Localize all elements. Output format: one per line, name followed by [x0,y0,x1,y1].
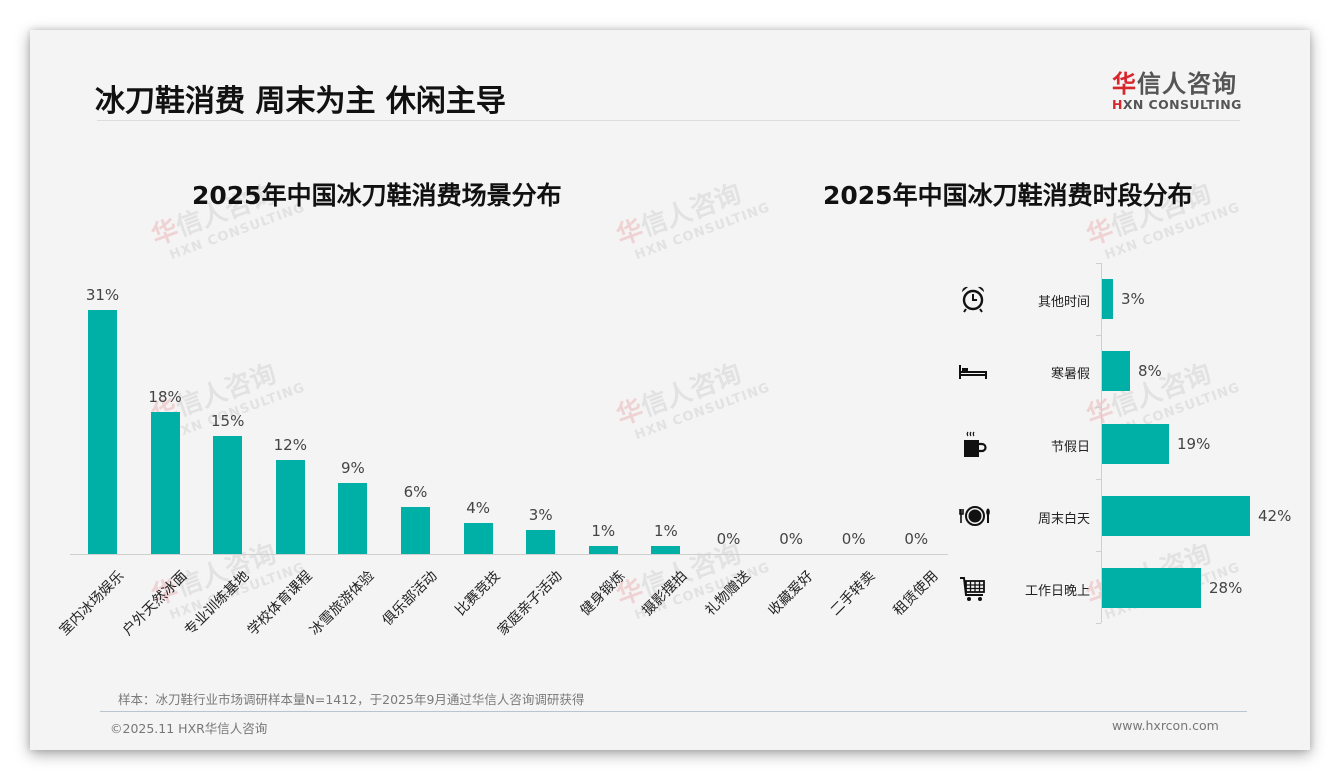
title-divider [97,120,1240,121]
y-axis-tick [1096,407,1101,408]
y-axis-tick [1096,335,1101,336]
bar-value-label: 28% [1209,579,1243,597]
bar [213,436,243,554]
bar-value-label: 1% [591,522,616,540]
watermark-cn-first: 华 [1082,214,1118,252]
page-title: 冰刀鞋消费 周末为主 休闲主导 [95,84,506,119]
watermark-cn: 华信人咨询 [611,165,768,252]
bar-value-label: 3% [528,506,553,524]
brand-logo: 华信人咨询 HXN CONSULTING [1112,64,1252,112]
bar-value-label: 15% [211,412,245,430]
bar [1102,496,1250,536]
period-chart-title: 2025年中国冰刀鞋消费时段分布 [823,181,1193,210]
x-tick-label: 二手转卖 [827,568,879,620]
bar-value-label: 9% [340,459,365,477]
footer-divider [100,711,1247,712]
bar-value-label: 0% [779,530,803,548]
logo-en-first: H [1112,97,1123,112]
scene-chart-title: 2025年中国冰刀鞋消费场景分布 [192,181,562,210]
bar [401,507,430,554]
y-tick-label: 周末白天 [1037,512,1090,527]
bar [463,523,493,554]
y-axis-tick [1096,479,1101,480]
y-axis-line [1101,263,1102,623]
logo-cn: 华信人咨询 [1112,64,1252,99]
shopping-cart-icon [958,573,988,603]
x-tick-label: 室内冰场娱乐 [56,568,128,639]
logo-en: HXN CONSULTING [1112,97,1252,112]
bar-value-label: 42% [1258,507,1292,525]
x-tick-label: 健身锻炼 [577,568,629,620]
x-tick-label: 户外天然冰面 [119,568,191,639]
y-axis-tick [1096,551,1101,552]
logo-cn-rest: 信人咨询 [1137,70,1237,98]
bar [1102,351,1130,391]
copyright-text: ©2025.11 HXR华信人咨询 [110,721,268,736]
watermark-cn-first: 华 [147,214,183,252]
bar [1102,279,1113,319]
logo-cn-first: 华 [1112,70,1137,98]
y-tick-label: 寒暑假 [1050,367,1090,382]
bar [1102,568,1201,608]
y-axis-tick [1096,263,1101,264]
x-tick-label: 收藏爱好 [765,568,817,620]
watermark-en: HXN CONSULTING [632,380,773,444]
bar-value-label: 4% [466,499,490,517]
bar-value-label: 0% [716,530,741,548]
bar [526,530,556,554]
watermark-cn-first: 华 [612,214,648,252]
watermark-cn-first: 华 [612,394,648,432]
x-tick-label: 俱乐部活动 [379,568,441,629]
bar [150,412,180,554]
slide-card: 冰刀鞋消费 周末为主 休闲主导 华信人咨询 HXN CONSULTING 华信人… [30,30,1310,750]
x-tick-label: 礼物赠送 [702,568,754,620]
y-tick-label: 节假日 [1050,440,1090,455]
bar-value-label: 3% [1121,290,1145,308]
alarm-clock-icon [958,284,988,314]
x-tick-label: 家庭亲子活动 [494,568,566,639]
bar [338,483,368,554]
y-axis-tick [1096,623,1101,624]
plate-cutlery-icon [958,501,990,531]
x-tick-label: 冰雪旅游体验 [307,568,378,639]
watermark-cn: 华信人咨询 [611,345,768,432]
x-tick-label: 比赛竞技 [452,568,504,620]
bar [651,546,681,554]
watermark-cn-rest: 信人咨询 [637,178,746,243]
bar-value-label: 6% [403,483,428,501]
x-tick-label: 租赁使用 [890,568,942,620]
bar-value-label: 8% [1138,362,1162,380]
bar-value-label: 0% [841,530,866,548]
sample-note: 样本：冰刀鞋行业市场调研样本量N=1412，于2025年9月通过华信人咨询调研获… [118,692,585,707]
bar-value-label: 19% [1177,435,1211,453]
bar-value-label: 0% [904,530,929,548]
bar-value-label: 18% [148,388,182,406]
bar [588,546,618,554]
bar-value-label: 31% [85,286,120,304]
x-tick-label: 专业训练基地 [181,568,253,639]
bar [88,310,117,554]
watermark-cn-rest: 信人咨询 [637,358,746,423]
y-tick-label: 工作日晚上 [1024,584,1090,599]
coffee-cup-icon [958,429,988,459]
bar-value-label: 12% [273,436,307,454]
x-tick-label: 学校体育课程 [244,568,316,639]
bar-value-label: 1% [653,522,678,540]
x-axis-line [70,554,948,555]
watermark-en: HXN CONSULTING [632,200,773,264]
x-tick-label: 摄影摆拍 [639,568,691,620]
bar [275,460,305,554]
y-tick-label: 其他时间 [1037,295,1090,310]
bed-icon [958,356,988,386]
bar [1102,424,1169,464]
website-link[interactable]: www.hxrcon.com [1112,718,1219,733]
logo-en-rest: XN CONSULTING [1122,97,1242,112]
